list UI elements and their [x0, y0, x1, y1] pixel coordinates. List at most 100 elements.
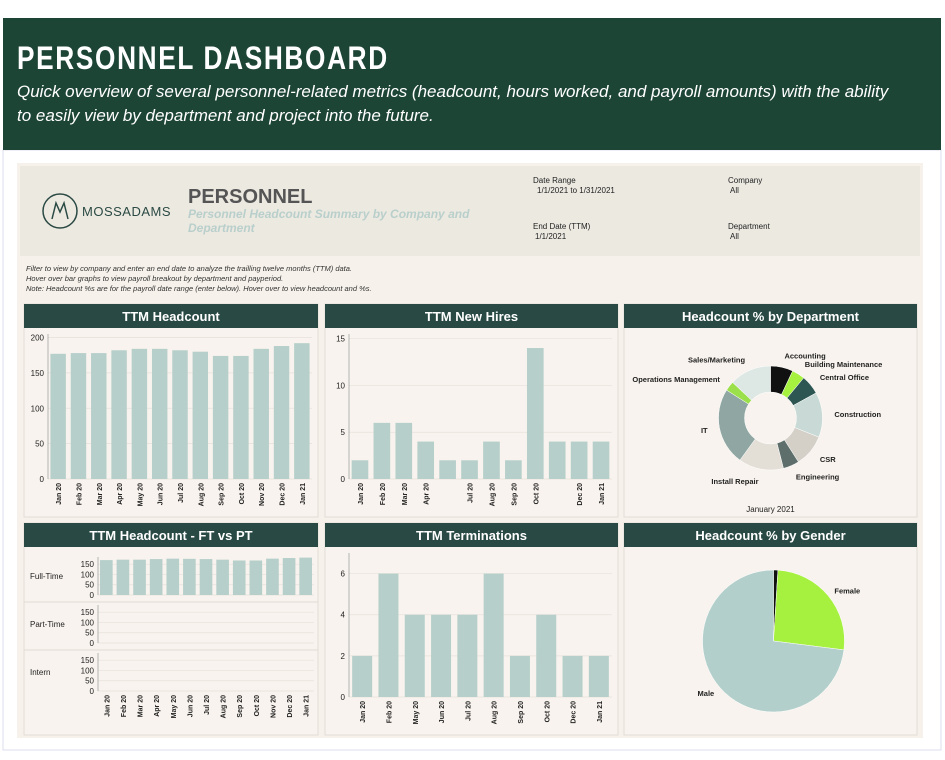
- x-tick-label: Dec 20: [571, 701, 578, 724]
- chart-title: TTM Headcount - FT vs PT: [89, 528, 252, 543]
- y-tick-label: 0: [90, 591, 95, 600]
- chart-title: Headcount % by Department: [682, 309, 860, 324]
- panel-title-bar: [24, 523, 318, 547]
- panel: [324, 303, 619, 518]
- bar: [299, 557, 313, 595]
- bar: [149, 559, 163, 595]
- x-tick-label: Jan 21: [304, 695, 311, 717]
- bar: [417, 441, 435, 479]
- x-tick-label: Nov 20: [259, 483, 266, 506]
- bar: [526, 348, 544, 479]
- x-tick-label: Dec 20: [577, 483, 584, 506]
- panel: [23, 522, 319, 736]
- y-tick-label: 100: [31, 404, 45, 413]
- x-tick-label: Jan 21: [597, 701, 604, 723]
- x-tick-label: Dec 20: [280, 483, 287, 506]
- facet-label: Part-Time: [30, 620, 65, 629]
- y-tick-label: 6: [341, 570, 346, 579]
- x-tick-label: May 20: [137, 483, 144, 506]
- y-tick-label: 100: [81, 618, 95, 627]
- x-tick-label: Jan 20: [56, 483, 63, 505]
- bar: [266, 558, 279, 595]
- x-tick-label: Feb 20: [76, 483, 83, 505]
- slice-label: Sales/Marketing: [688, 355, 746, 364]
- slice-label: Female: [834, 587, 860, 596]
- header-band: [3, 18, 941, 150]
- slice-label: Accounting: [784, 352, 826, 361]
- chart-subtitle: January 2021: [746, 505, 795, 514]
- y-tick-label: 10: [336, 381, 345, 390]
- slice-label: Male: [698, 689, 715, 698]
- x-tick-label: May 20: [171, 695, 178, 718]
- bar: [461, 460, 478, 479]
- bar: [70, 353, 87, 479]
- chart-title: TTM New Hires: [425, 309, 518, 324]
- bar: [351, 460, 369, 479]
- x-tick-label: Apr 20: [117, 483, 124, 505]
- x-tick-label: Jul 20: [468, 483, 475, 503]
- x-tick-label: Aug 20: [221, 695, 228, 718]
- bar: [151, 348, 168, 479]
- x-tick-label: Sep 20: [511, 483, 518, 506]
- x-tick-label: Apr 20: [424, 483, 431, 505]
- x-tick-label: Jun 20: [187, 695, 194, 717]
- bar: [273, 346, 290, 479]
- y-tick-label: 200: [31, 334, 45, 343]
- bar: [233, 355, 249, 479]
- x-tick-label: Jan 21: [300, 483, 307, 505]
- filter-label: Department: [728, 222, 770, 231]
- y-tick-label: 0: [90, 687, 95, 696]
- filter-value: 1/1/2021 to 1/31/2021: [537, 186, 615, 195]
- bar: [483, 573, 504, 697]
- bar: [282, 558, 296, 595]
- facet-label: Intern: [30, 668, 50, 677]
- filter-value: All: [730, 186, 739, 195]
- y-tick-label: 0: [341, 475, 346, 484]
- bar: [536, 614, 557, 697]
- bar: [166, 558, 180, 595]
- bar: [395, 422, 413, 479]
- bar: [570, 441, 588, 479]
- filter-label: Company: [728, 176, 763, 185]
- bar: [509, 655, 530, 697]
- bar: [116, 559, 130, 595]
- x-tick-label: Jun 20: [158, 483, 165, 505]
- pie-slice: [702, 569, 845, 713]
- bar: [439, 460, 456, 479]
- y-tick-label: 100: [81, 570, 95, 579]
- report-header: [20, 166, 920, 256]
- bar: [91, 353, 107, 479]
- slice-label: Construction: [834, 410, 881, 419]
- slice-label: Install Repair: [711, 477, 758, 486]
- report-title: PERSONNEL: [188, 186, 312, 208]
- chart-title: Headcount % by Gender: [695, 528, 845, 543]
- bar: [133, 559, 146, 595]
- y-tick-label: 150: [31, 369, 45, 378]
- y-tick-label: 0: [341, 693, 346, 702]
- x-tick-label: Feb 20: [121, 695, 128, 717]
- filter-label: End Date (TTM): [533, 222, 591, 231]
- x-tick-label: Oct 20: [254, 695, 261, 717]
- x-tick-label: Dec 20: [287, 695, 294, 718]
- y-tick-label: 150: [81, 560, 95, 569]
- bar: [378, 573, 399, 697]
- bar: [404, 614, 425, 697]
- bar: [50, 353, 66, 479]
- x-tick-label: Nov 20: [270, 695, 277, 718]
- y-tick-label: 50: [35, 440, 44, 449]
- chart-title: TTM Headcount: [122, 309, 220, 324]
- facet-label: Full-Time: [30, 572, 64, 581]
- note: Hover over bar graphs to view payroll br…: [26, 274, 284, 283]
- logo-mark: [42, 193, 78, 229]
- x-tick-label: Aug 20: [198, 483, 205, 506]
- y-tick-label: 50: [85, 677, 94, 686]
- x-tick-label: Jun 20: [439, 701, 446, 723]
- y-tick-label: 50: [85, 581, 94, 590]
- filter-value: All: [730, 232, 739, 241]
- bar: [232, 560, 246, 595]
- bar: [212, 355, 229, 479]
- bar: [192, 351, 209, 479]
- panel-title-bar: [325, 304, 618, 328]
- y-tick-label: 0: [40, 475, 45, 484]
